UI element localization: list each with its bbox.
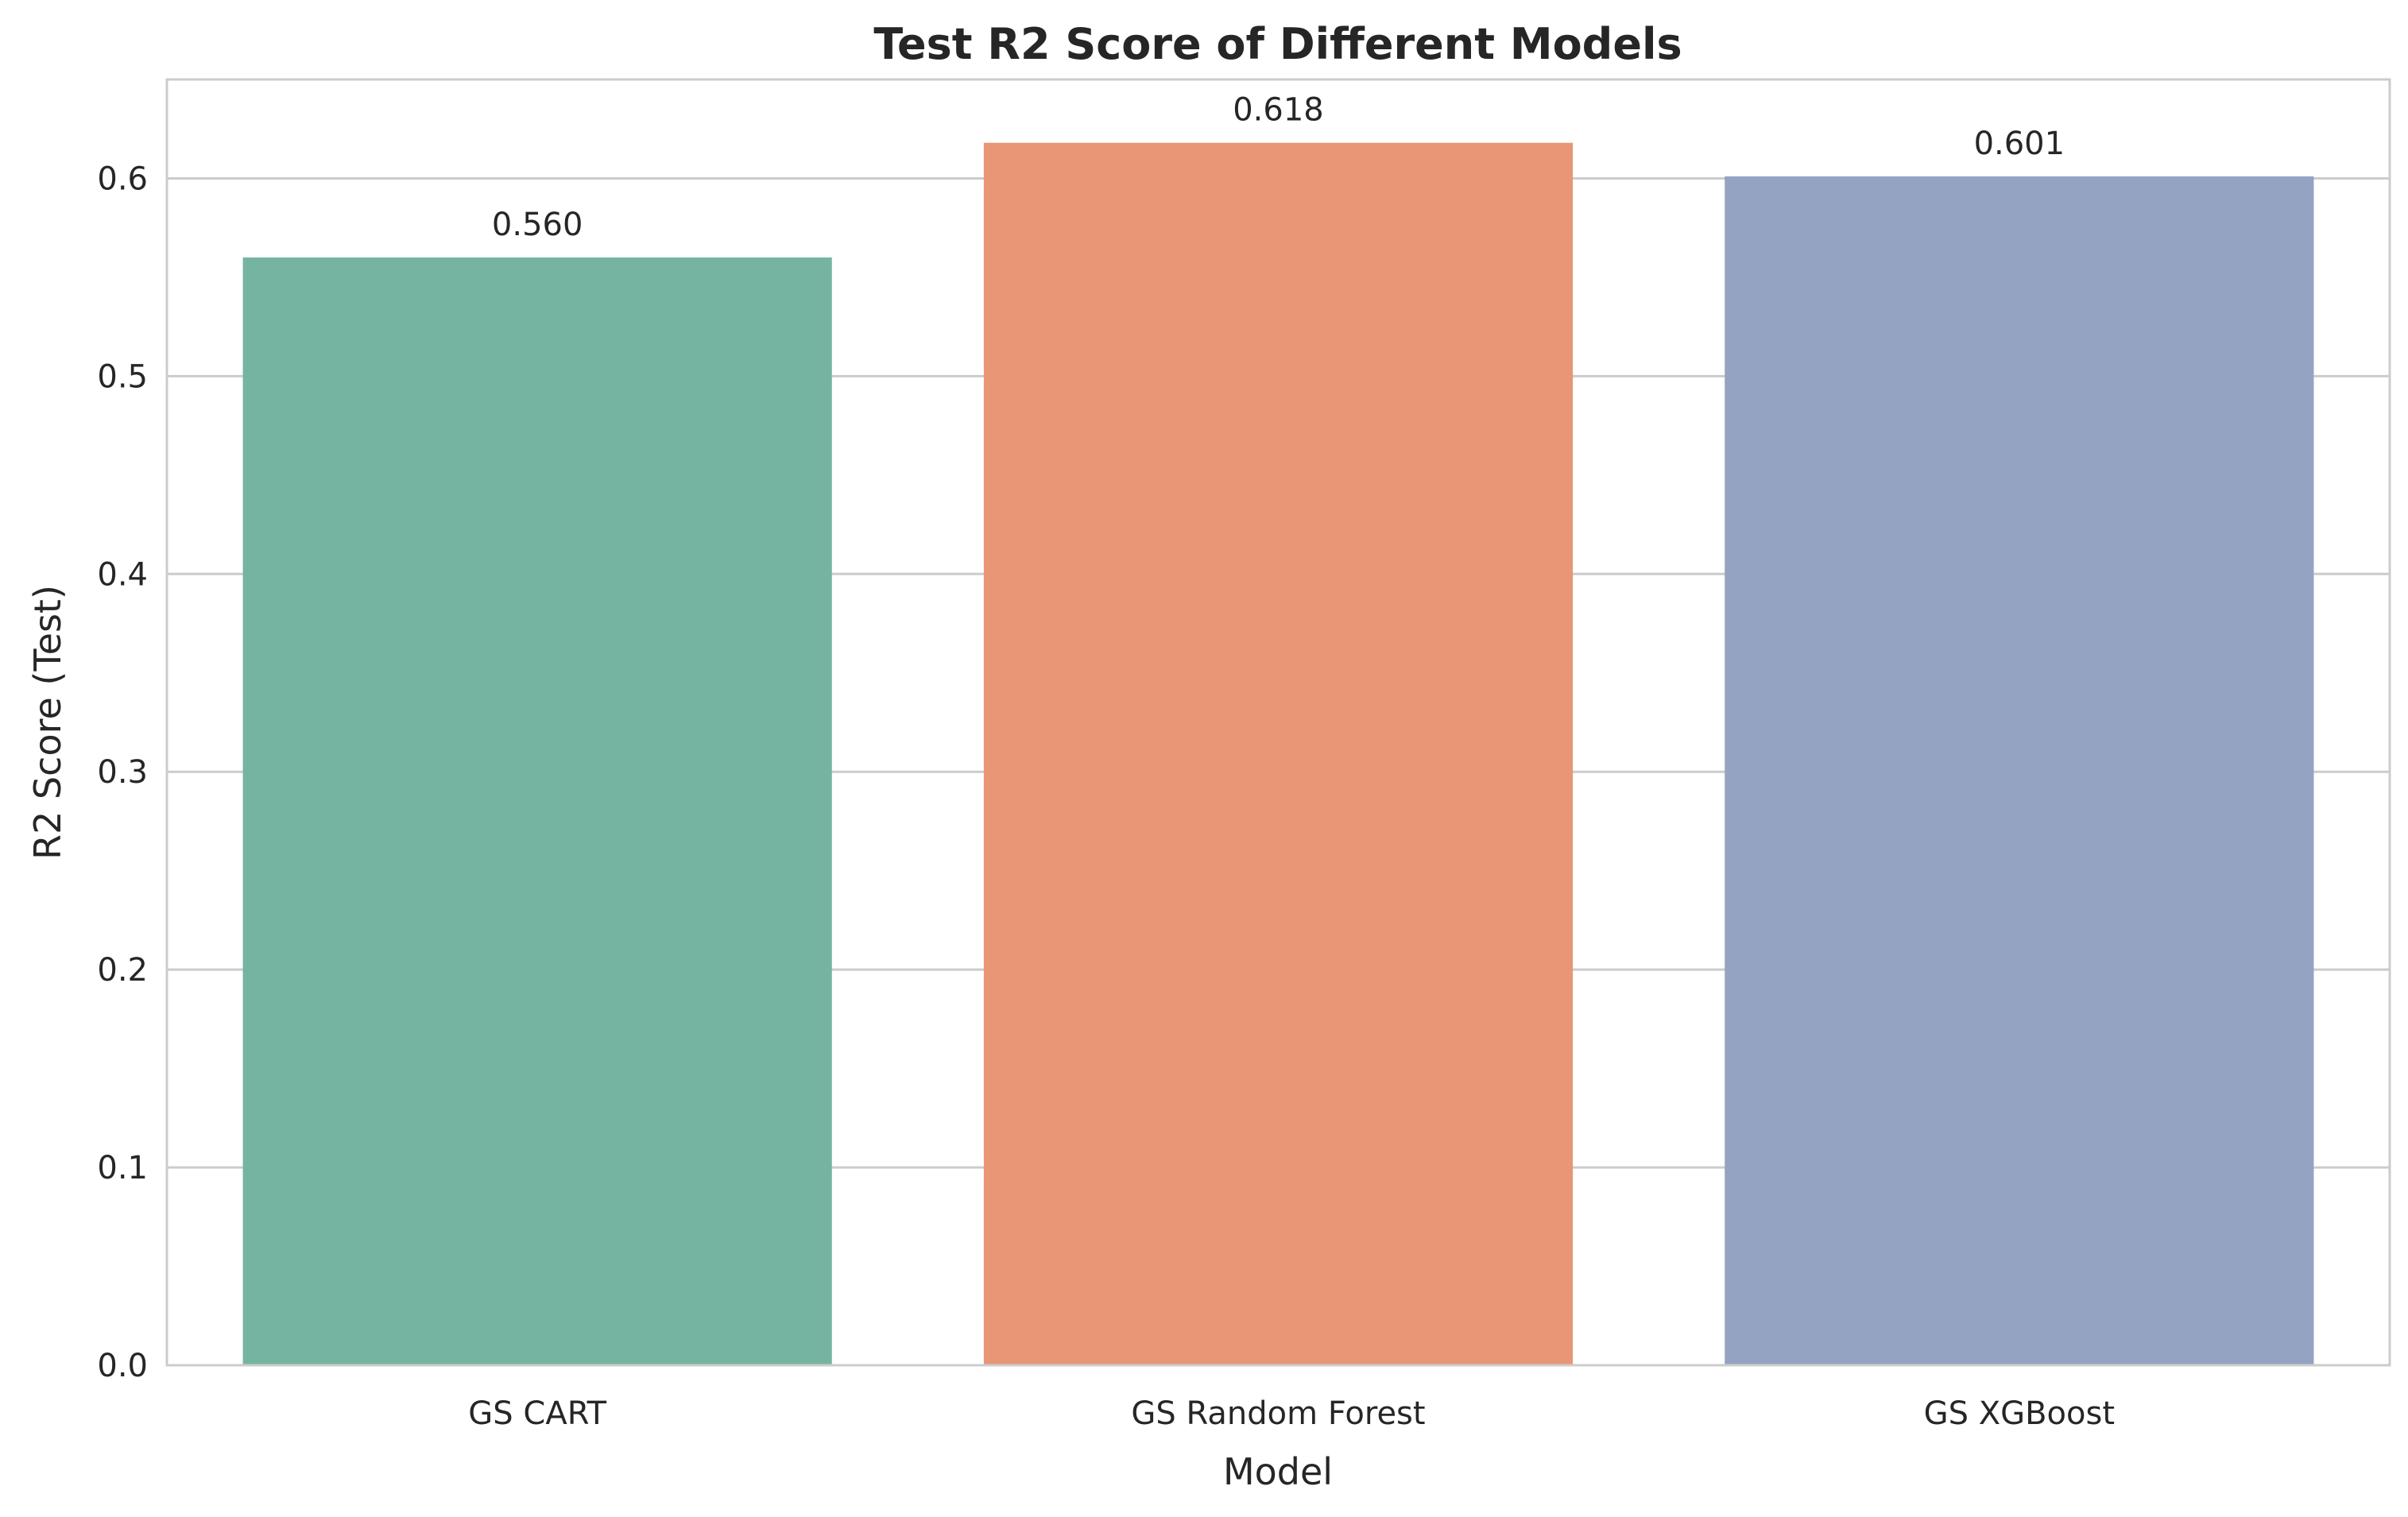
plot-frame bbox=[165, 78, 2391, 1367]
bar-gs-cart bbox=[242, 257, 832, 1365]
y-tick-label: 0.2 bbox=[97, 952, 148, 989]
y-tick-label: 0.4 bbox=[97, 556, 148, 593]
bar-value-label: 0.618 bbox=[1233, 92, 1324, 129]
x-axis-ticks: GS CART GS Random Forest GS XGBoost bbox=[468, 1395, 2115, 1432]
x-axis-label: Model bbox=[1223, 1450, 1333, 1493]
y-tick-label: 0.5 bbox=[97, 358, 148, 395]
bar-value-label: 0.560 bbox=[492, 207, 583, 243]
y-tick-label: 0.1 bbox=[97, 1150, 148, 1186]
bar-gs-xgboost bbox=[1725, 176, 2314, 1366]
x-tick-label: GS XGBoost bbox=[1924, 1395, 2115, 1432]
y-tick-label: 0.3 bbox=[97, 754, 148, 791]
x-tick-label: GS Random Forest bbox=[1131, 1395, 1425, 1432]
y-tick-label: 0.0 bbox=[97, 1348, 148, 1384]
y-tick-label: 0.6 bbox=[97, 161, 148, 197]
bar-value-label: 0.601 bbox=[1974, 126, 2065, 162]
x-tick-label: GS CART bbox=[468, 1395, 606, 1432]
chart-title: Test R2 Score of Different Models bbox=[873, 19, 1682, 69]
y-axis-ticks: 0.0 0.1 0.2 0.3 0.4 0.5 0.6 bbox=[97, 161, 148, 1384]
y-axis-label: R2 Score (Test) bbox=[26, 585, 69, 860]
bar-gs-random-forest bbox=[983, 142, 1574, 1365]
data-labels: 0.560 0.618 0.601 bbox=[492, 92, 2065, 243]
bars bbox=[242, 142, 2314, 1366]
